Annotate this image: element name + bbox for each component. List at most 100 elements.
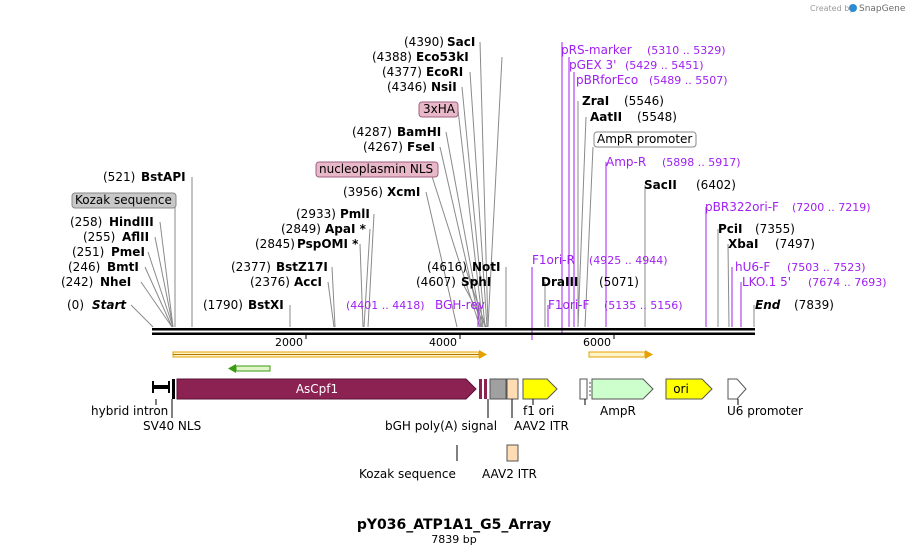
aav2-feature-1 xyxy=(506,378,519,400)
primer-f1ori-r: F1ori-R xyxy=(532,253,575,267)
hybrid-intron-feature xyxy=(152,385,170,389)
site-pos-hindiii: (258) xyxy=(70,215,102,229)
site-bmti: BmtI xyxy=(107,260,139,274)
primer-range-bgh-rev: (4401 .. 4418) xyxy=(346,299,425,312)
tick-6000: 6000 xyxy=(583,336,611,349)
ascpf1-arrow xyxy=(176,378,477,400)
ori-label: ori xyxy=(673,382,689,396)
backbone xyxy=(152,328,755,335)
map-title: pY036_ATP1A1_G5_Array xyxy=(357,517,551,533)
primer-range-pbr322ori-f: (7200 .. 7219) xyxy=(792,201,871,214)
site-pos-xcmi: (3956) xyxy=(343,185,383,199)
site-pos-bmti: (246) xyxy=(68,260,100,274)
site-nhei: NheI xyxy=(100,275,131,289)
orf-arrows xyxy=(172,350,653,373)
site-pos-noti: (4616) xyxy=(427,260,467,274)
primers: pRS-marker (5310 .. 5329) pGEX 3' (5429 … xyxy=(346,43,887,312)
site-fsei: FseI xyxy=(407,140,435,154)
tick-2000: 2000 xyxy=(275,336,303,349)
axis-ticks xyxy=(305,335,615,339)
site-pos-pmei: (251) xyxy=(72,245,104,259)
site-pos-sphi: (4607) xyxy=(416,275,456,289)
nucleoplasmin-box xyxy=(315,161,439,178)
ascpf1-label: AsCpf1 xyxy=(296,382,338,396)
site-pos-bstxi: (1790) xyxy=(203,298,243,312)
site-pos-bstz17i: (2377) xyxy=(231,260,271,274)
primer-range-pgex3: (5429 .. 5451) xyxy=(625,59,704,72)
primer-lko15: LKO.1 5' xyxy=(742,275,791,289)
site-pos-bstapi: (521) xyxy=(103,170,135,184)
snapgene-logo-icon xyxy=(849,4,857,12)
map-length: 7839 bp xyxy=(431,533,476,546)
ampr-promoter-label: AmpR promoter xyxy=(597,132,692,146)
site-end: End xyxy=(755,298,781,312)
primer-ticks xyxy=(477,42,742,340)
ampr-label: AmpR xyxy=(600,404,636,418)
site-pos-bamhi: (4287) xyxy=(352,125,392,139)
site-bamhi: BamHI xyxy=(397,125,441,139)
primer-range-pbrforeco: (5489 .. 5507) xyxy=(649,74,728,87)
ampr-arrow xyxy=(591,378,654,400)
features: AsCpf1 ori xyxy=(152,378,747,400)
tick-4000: 4000 xyxy=(429,336,457,349)
site-hindiii: HindIII xyxy=(109,215,154,229)
aav2-feature-2 xyxy=(506,444,519,462)
site-nsii: NsiI xyxy=(431,80,457,94)
boxed-labels: Kozak sequence 3xHA nucleoplasmin NLS Am… xyxy=(71,101,697,209)
primer-hu6-f: hU6-F xyxy=(735,260,770,274)
site-zrai: ZraI xyxy=(582,94,609,108)
site-saci: SacI xyxy=(447,35,475,49)
site-sacii: SacII xyxy=(644,178,677,192)
site-pos-nhei: (242) xyxy=(61,275,93,289)
site-pos-pcii: (7355) xyxy=(755,222,795,236)
threexha-box xyxy=(418,101,459,118)
site-bstxi: BstXI xyxy=(248,298,284,312)
kozak-top-label: Kozak sequence xyxy=(75,193,172,207)
site-pos-nsii: (4346) xyxy=(387,80,427,94)
site-pos-aatii: (5548) xyxy=(637,110,677,124)
site-draiii: DraIII xyxy=(541,275,578,289)
ori-arrow xyxy=(665,378,713,400)
site-pos-pmli: (2933) xyxy=(296,207,336,221)
site-pos-end: (7839) xyxy=(794,298,834,312)
site-pos-start: (0) xyxy=(67,298,84,312)
site-pos-saci: (4390) xyxy=(404,35,444,49)
site-pmei: PmeI xyxy=(111,245,145,259)
primer-pgex3: pGEX 3' xyxy=(569,58,616,72)
f1ori-arrow xyxy=(522,378,558,400)
f1ori-label: f1 ori xyxy=(523,404,554,418)
site-bstapi: BstAPI xyxy=(141,170,186,184)
site-eco53ki: Eco53kI xyxy=(416,50,469,64)
site-acci: AccI xyxy=(294,275,322,289)
site-pos-sacii: (6402) xyxy=(696,178,736,192)
site-pos-acci: (2376) xyxy=(250,275,290,289)
site-bstz17i: BstZ17I xyxy=(276,260,328,274)
sv40-label: SV40 NLS xyxy=(143,419,201,433)
site-xcmi: XcmI xyxy=(387,185,420,199)
site-pos-zrai: (5546) xyxy=(624,94,664,108)
aav2-label-2: AAV2 ITR xyxy=(482,467,537,481)
ampr-promoter-box xyxy=(593,131,697,148)
feature-labels: hybrid intron SV40 NLS bGH poly(A) signa… xyxy=(91,404,803,481)
primer-range-f1ori-r: (4925 .. 4944) xyxy=(589,254,668,267)
kozak-top-box xyxy=(71,192,177,209)
site-sphi: SphI xyxy=(461,275,491,289)
site-ecori: EcoRI xyxy=(426,65,463,79)
primer-f1ori-f: F1ori-F xyxy=(548,298,589,312)
site-pcii: PciI xyxy=(718,222,743,236)
site-pos-psppomi: (2845) xyxy=(255,237,295,251)
u6-label: U6 promoter xyxy=(727,404,803,418)
site-pmli: PmlI xyxy=(340,207,370,221)
primer-prs-marker: pRS-marker xyxy=(561,43,632,57)
site-aflii: AflII xyxy=(122,230,149,244)
primer-pbrforeco: pBRforEco xyxy=(576,73,638,87)
site-apai: ApaI * xyxy=(325,222,367,236)
site-pos-ecori: (4377) xyxy=(382,65,422,79)
site-pos-eco53ki: (4388) xyxy=(372,50,412,64)
leader-lines xyxy=(130,41,755,328)
site-pos-psei: (4267) xyxy=(363,140,403,154)
aav2-label-1: AAV2 ITR xyxy=(514,419,569,433)
primer-range-amp-r: (5898 .. 5917) xyxy=(662,156,741,169)
feature-pointers xyxy=(155,399,739,461)
